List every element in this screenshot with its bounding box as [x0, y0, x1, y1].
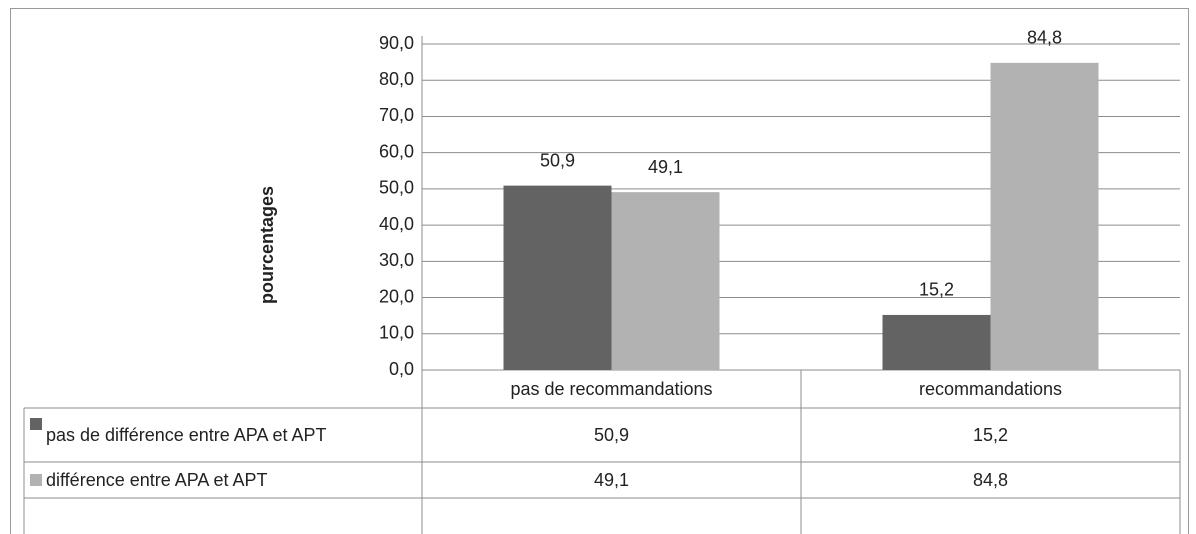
legend-label: pas de différence entre APA et APT — [24, 408, 422, 462]
y-tick-label: 40,0 — [379, 214, 414, 234]
table-value-text: 49,1 — [593, 469, 630, 490]
bar — [503, 185, 612, 370]
table-value-text: 15,2 — [972, 424, 1009, 445]
bar — [882, 314, 991, 370]
y-tick-label: 70,0 — [379, 105, 414, 125]
x-tick-label-text: pas de recommandations — [510, 378, 713, 399]
data-label: 84,8 — [1027, 28, 1062, 48]
bar — [990, 62, 1099, 370]
table-value: 15,2 — [801, 408, 1180, 462]
table-value-box: 50,9 — [422, 408, 801, 462]
y-tick-label: 60,0 — [379, 141, 414, 161]
table-value-text: 50,9 — [593, 424, 630, 445]
bar — [611, 192, 720, 370]
x-tick-label-box: pas de recommandations — [422, 370, 801, 408]
x-tick-label: pas de recommandations — [422, 370, 801, 408]
table-value: 50,9 — [422, 408, 801, 462]
legend-label-text: pas de différence entre APA et APT — [46, 424, 327, 445]
legend-swatch — [30, 474, 42, 486]
data-label: 15,2 — [919, 280, 954, 300]
y-axis-label: pourcentages — [257, 186, 277, 304]
y-tick-label: 10,0 — [379, 323, 414, 343]
y-tick-label: 20,0 — [379, 286, 414, 306]
x-tick-label-text: recommandations — [918, 378, 1063, 399]
legend-label-box: pas de différence entre APA et APT — [24, 408, 422, 462]
x-tick-label: recommandations — [801, 370, 1180, 408]
data-label: 50,9 — [540, 150, 575, 170]
y-tick-label: 30,0 — [379, 250, 414, 270]
table-value: 49,1 — [422, 462, 801, 498]
legend-label: différence entre APA et APT — [24, 462, 422, 498]
y-tick-label: 80,0 — [379, 69, 414, 89]
chart-border — [10, 8, 1189, 534]
y-tick-label: 90,0 — [379, 33, 414, 53]
x-tick-label-box: recommandations — [801, 370, 1180, 408]
y-tick-label: 0,0 — [389, 359, 414, 379]
data-label: 49,1 — [648, 157, 683, 177]
legend-label-box: différence entre APA et APT — [24, 462, 422, 498]
legend-swatch — [30, 418, 42, 430]
legend-label-text: différence entre APA et APT — [46, 469, 268, 490]
table-value-box: 49,1 — [422, 462, 801, 498]
table-value-box: 84,8 — [801, 462, 1180, 498]
table-value: 84,8 — [801, 462, 1180, 498]
table-value-box: 15,2 — [801, 408, 1180, 462]
table-value-text: 84,8 — [972, 469, 1009, 490]
y-tick-label: 50,0 — [379, 178, 414, 198]
